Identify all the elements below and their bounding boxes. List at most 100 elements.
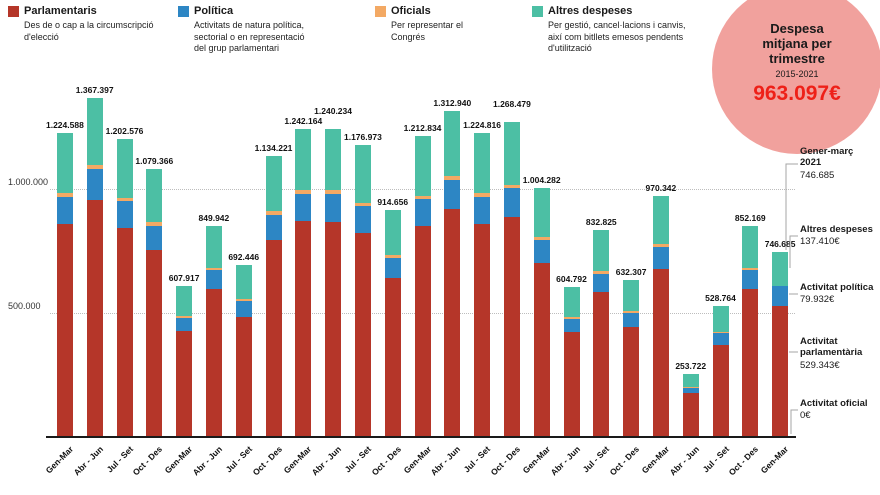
bar-segment bbox=[652, 268, 669, 437]
bar-segment bbox=[56, 193, 73, 198]
bar-value-label: 1.079.366 bbox=[135, 156, 174, 167]
bar-segment bbox=[384, 255, 401, 258]
bar-segment bbox=[146, 225, 163, 250]
bar-value-label: 253.722 bbox=[675, 361, 707, 372]
legend-head: Altres despeses bbox=[532, 5, 687, 17]
bar-segment bbox=[623, 327, 640, 437]
bar-segment bbox=[146, 222, 163, 226]
bar-segment bbox=[354, 145, 371, 203]
bar-segment bbox=[176, 317, 193, 332]
bar-value-label: 1.367.397 bbox=[75, 84, 114, 95]
bar-segment bbox=[593, 292, 610, 437]
bar-segment bbox=[414, 195, 431, 200]
annotation-activitat-politica: Activitat política 79.932€ bbox=[800, 282, 876, 306]
bar-segment bbox=[384, 210, 401, 256]
bar-segment bbox=[712, 331, 729, 334]
bar-segment bbox=[86, 97, 103, 166]
bar-segment bbox=[56, 133, 73, 194]
bar-segment bbox=[354, 232, 371, 437]
legend-item-politica: Política Activitats de natura política, … bbox=[178, 5, 318, 55]
bar-segment bbox=[682, 387, 699, 393]
bar-value-label: 1.240.234 bbox=[314, 106, 353, 117]
altres-despeses-swatch-icon bbox=[532, 5, 543, 17]
legend-item-altres-despeses: Altres despeses Per gestió, cancel·lacio… bbox=[532, 5, 687, 55]
bar-segment bbox=[742, 289, 759, 437]
bar-value-label: 832.825 bbox=[585, 217, 617, 228]
bar-value-label: 1.212.834 bbox=[403, 123, 442, 134]
bar-value-label: 852.169 bbox=[734, 212, 766, 223]
bar-segment bbox=[444, 175, 461, 180]
legend-item-parlamentaris: Parlamentaris Des de o cap a la circumsc… bbox=[8, 5, 158, 43]
legend-label: Política bbox=[194, 5, 234, 17]
bar-segment bbox=[146, 169, 163, 223]
bar-value-label: 1.176.973 bbox=[343, 132, 382, 143]
bar-segment bbox=[265, 211, 282, 215]
annotation-label: Activitat política bbox=[800, 282, 874, 293]
bar-segment bbox=[235, 301, 252, 317]
annotation-label: Activitat parlamentària bbox=[800, 336, 863, 359]
bar-segment bbox=[325, 221, 342, 437]
bar-segment bbox=[176, 331, 193, 437]
bar-value-label: 970.342 bbox=[645, 183, 677, 194]
bar-segment bbox=[384, 257, 401, 279]
bar-segment bbox=[652, 196, 669, 244]
bar-value-label: 1.202.576 bbox=[105, 125, 144, 136]
bar-segment bbox=[384, 278, 401, 437]
bar-segment bbox=[325, 194, 342, 222]
bar-value-label: 692.446 bbox=[228, 252, 260, 263]
bar-segment bbox=[235, 299, 252, 302]
parlamentaris-swatch-icon bbox=[8, 5, 19, 17]
bar-segment bbox=[652, 246, 669, 269]
bar-segment bbox=[444, 209, 461, 437]
bar-value-label: 1.224.588 bbox=[45, 120, 84, 131]
bar-segment bbox=[682, 386, 699, 388]
oficials-swatch-icon bbox=[375, 5, 386, 17]
annotation-value: 137.410€ bbox=[800, 236, 840, 248]
annotation-label: Altres despeses bbox=[800, 224, 873, 235]
annotation-altres-despeses: Altres despeses 137.410€ bbox=[800, 224, 876, 248]
bar-segment bbox=[414, 199, 431, 227]
bar-segment bbox=[86, 199, 103, 437]
bar-value-label: 632.307 bbox=[615, 267, 647, 278]
bar-value-label: 604.792 bbox=[556, 274, 587, 284]
bar-value-label: 528.764 bbox=[705, 292, 736, 303]
bar-segment bbox=[682, 374, 699, 387]
legend-description: Des de o cap a la circumscripció d'elecc… bbox=[24, 20, 154, 42]
bar-segment bbox=[354, 202, 371, 207]
bar-segment bbox=[116, 138, 133, 198]
bar-segment bbox=[563, 318, 580, 332]
bar-segment bbox=[116, 197, 133, 202]
bar-segment bbox=[503, 122, 520, 185]
bar-value-label: 914.656 bbox=[377, 197, 409, 208]
annotation-latest-quarter: Gener-març 2021 746.685 bbox=[800, 146, 876, 181]
bar-segment bbox=[205, 270, 222, 290]
annotation-label: Gener-març 2021 bbox=[800, 146, 854, 169]
annotation-label: Activitat oficial bbox=[800, 398, 868, 409]
bar-segment bbox=[265, 155, 282, 212]
bar-segment bbox=[712, 345, 729, 437]
bar-segment bbox=[56, 197, 73, 225]
annotation-value: 529.343€ bbox=[800, 359, 840, 371]
bar-segment bbox=[176, 316, 193, 318]
bar-segment bbox=[205, 226, 222, 268]
bar-segment bbox=[742, 225, 759, 268]
bar-segment bbox=[533, 240, 550, 263]
bar-segment bbox=[414, 136, 431, 196]
bar-segment bbox=[265, 240, 282, 437]
bar-segment bbox=[86, 165, 103, 170]
bar-segment bbox=[623, 313, 640, 328]
badge-period: 2015-2021 bbox=[775, 68, 819, 79]
bar-segment bbox=[116, 201, 133, 229]
annotation-value: 746.685 bbox=[800, 169, 835, 181]
legend-description: Per gestió, cancel·lacions i canvis, aix… bbox=[548, 20, 686, 54]
bar-segment bbox=[503, 216, 520, 437]
bar-segment bbox=[325, 129, 342, 191]
bar-segment bbox=[563, 332, 580, 437]
bar-segment bbox=[265, 214, 282, 241]
bar-value-label: 607.917 bbox=[168, 273, 200, 284]
politica-swatch-icon bbox=[178, 5, 189, 17]
bar-value-label: 1.268.479 bbox=[492, 99, 531, 110]
annotation-activitat-oficial: Activitat oficial 0€ bbox=[800, 398, 876, 422]
bar-segment bbox=[295, 193, 312, 222]
